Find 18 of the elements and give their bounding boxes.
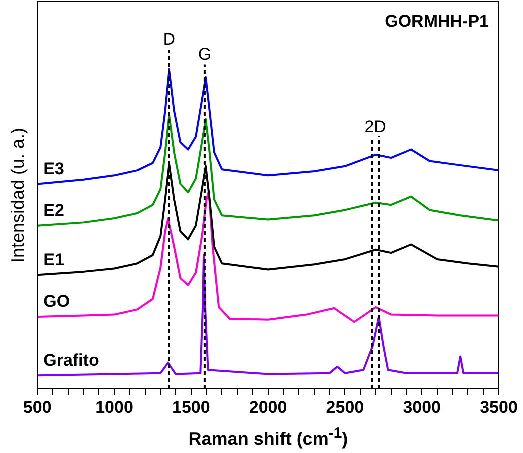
x-axis-title: Raman shift (cm$^{-1}$) bbox=[188, 424, 348, 450]
x-tick-label: 1500 bbox=[172, 398, 210, 417]
series-label: E3 bbox=[44, 159, 64, 178]
series-label: Grafito bbox=[44, 350, 100, 370]
chart-title: GORMHH-P1 bbox=[385, 12, 489, 32]
x-tick-label: 2500 bbox=[326, 398, 364, 417]
y-axis-title: Intensidad (u. a.) bbox=[8, 128, 28, 264]
x-tick-label: 3000 bbox=[403, 398, 442, 417]
ref-line-label: 2D bbox=[364, 117, 386, 136]
x-tick-label: 2000 bbox=[249, 398, 288, 417]
series-label: E1 bbox=[44, 250, 64, 270]
series-label: E2 bbox=[44, 201, 64, 220]
series-label: GO bbox=[44, 292, 70, 312]
x-tick-label: 1000 bbox=[96, 398, 134, 417]
x-tick-label: 3500 bbox=[480, 398, 518, 417]
ref-line-label: D bbox=[163, 30, 176, 50]
x-tick-label: 500 bbox=[23, 398, 52, 417]
ref-line-label: G bbox=[198, 44, 212, 64]
